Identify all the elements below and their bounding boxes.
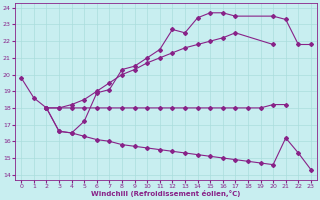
- X-axis label: Windchill (Refroidissement éolien,°C): Windchill (Refroidissement éolien,°C): [92, 190, 241, 197]
